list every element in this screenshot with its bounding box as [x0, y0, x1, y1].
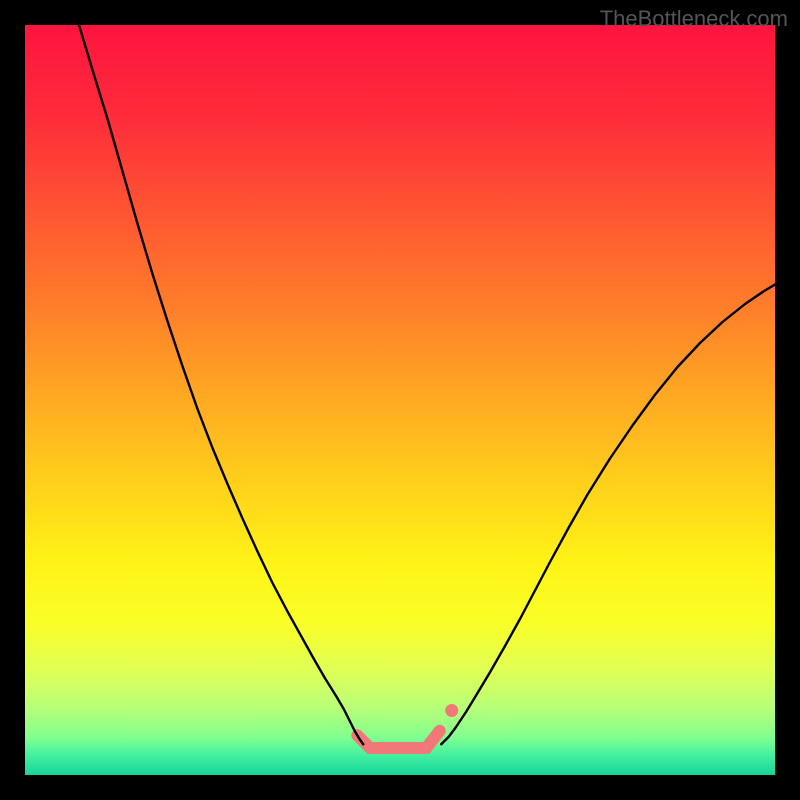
valley-dot — [445, 704, 458, 717]
watermark-text: TheBottleneck.com — [600, 6, 788, 32]
bottleneck-chart-svg — [0, 0, 800, 800]
plot-area-gradient — [25, 25, 775, 775]
chart-stage: TheBottleneck.com — [0, 0, 800, 800]
